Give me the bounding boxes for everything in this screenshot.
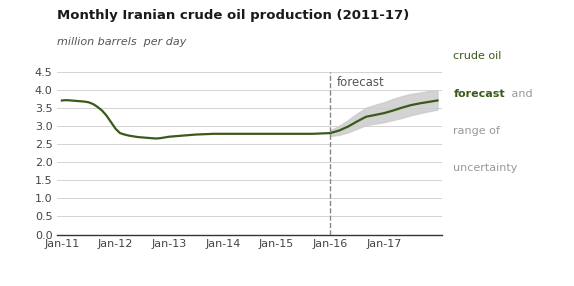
Text: uncertainty: uncertainty: [453, 163, 518, 173]
Text: crude oil: crude oil: [453, 51, 502, 61]
Text: range of: range of: [453, 126, 501, 136]
Text: forecast: forecast: [453, 89, 505, 99]
Text: and: and: [508, 89, 533, 99]
Text: Monthly Iranian crude oil production (2011-17): Monthly Iranian crude oil production (20…: [57, 9, 410, 21]
Text: million barrels  per day: million barrels per day: [57, 37, 187, 47]
Text: forecast: forecast: [337, 76, 385, 89]
